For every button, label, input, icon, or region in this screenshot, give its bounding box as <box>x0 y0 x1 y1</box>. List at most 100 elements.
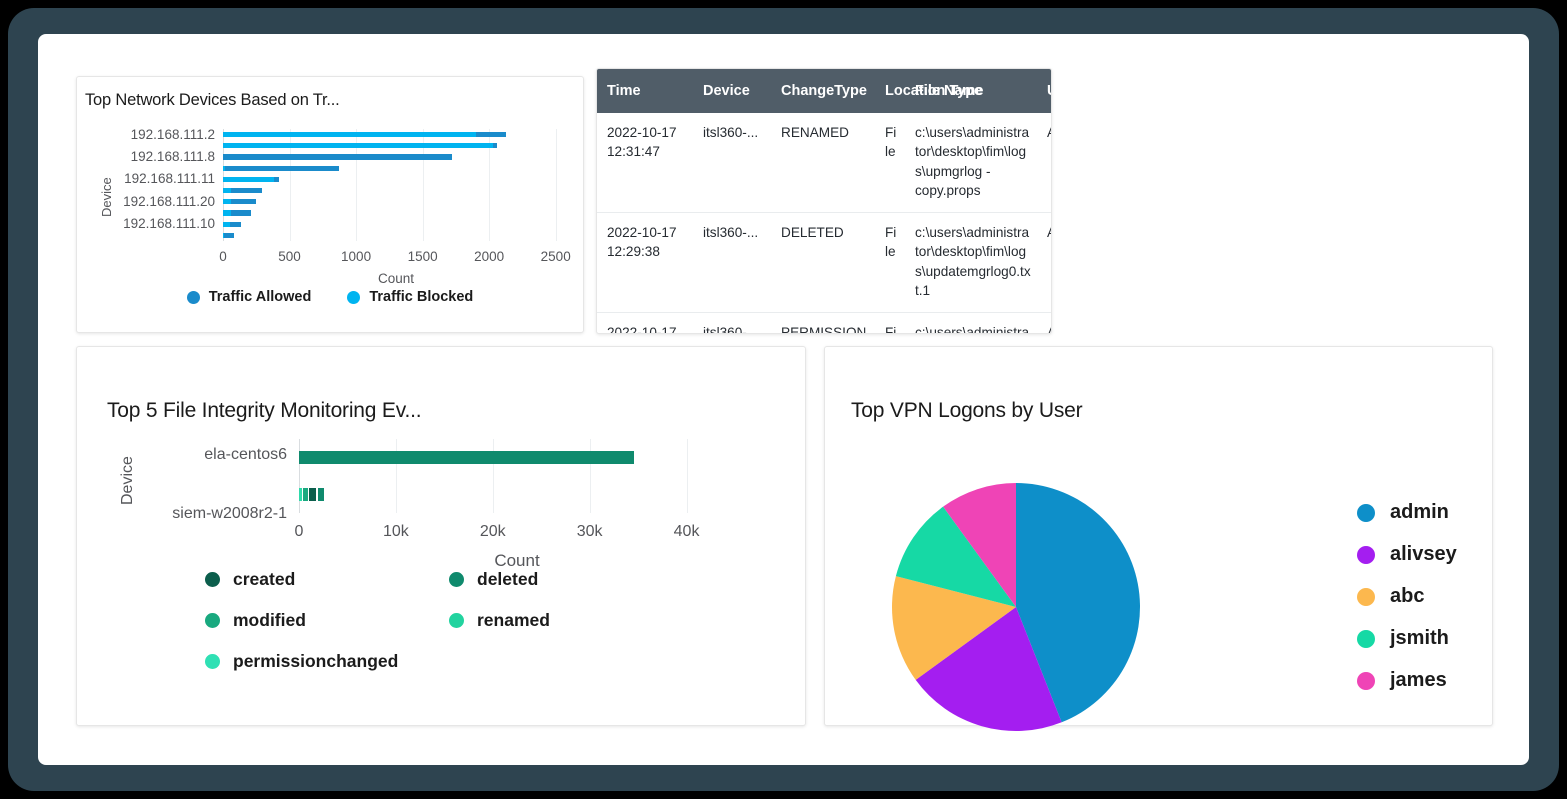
legend-item[interactable]: renamed <box>449 610 550 631</box>
pie-slice-james[interactable] <box>943 483 1016 607</box>
panel-top-vpn-logons: Top VPN Logons by User admin alivsey abc js… <box>824 346 1493 731</box>
cell-location-type: File <box>875 113 905 214</box>
bar-segment-created[interactable] <box>309 488 317 501</box>
table-row[interactable]: 2022-10-17 12:29:27itsl360-...PERMISSION… <box>597 312 1051 333</box>
bar-segment-deleted[interactable] <box>317 488 324 501</box>
x-tick-label: 500 <box>278 249 301 264</box>
bar-traffic-blocked[interactable] <box>223 210 231 216</box>
bar-segment-modified[interactable] <box>299 451 635 464</box>
y-tick-label-device: 192.168.111.2 <box>130 126 215 142</box>
panel-title-fim: Top 5 File Integrity Monitoring Ev... <box>107 399 422 422</box>
bar-segment-modified[interactable] <box>303 488 308 501</box>
column-header-device[interactable]: Device <box>693 69 771 113</box>
network-bar-chart: 192.168.111.2 192.168.111.8 192.168.111.11… <box>77 77 583 332</box>
column-header-changetype[interactable]: ChangeType <box>771 69 875 113</box>
vpn-chart-legend: admin alivsey abc jsmith james <box>1357 501 1457 711</box>
legend-item[interactable]: modified <box>205 610 306 631</box>
legend-swatch-icon <box>205 572 220 587</box>
panel-file-change-log-table: Time Device ChangeType Location Type Fil… <box>596 68 1052 334</box>
legend-swatch-icon <box>186 290 200 304</box>
x-tick-label: 2000 <box>474 249 505 264</box>
legend-item[interactable]: james <box>1357 669 1457 692</box>
legend-swatch-icon <box>205 654 220 669</box>
legend-item[interactable]: admin <box>1357 501 1457 524</box>
cell-file-name: c:\users\administrator\desktop\fim\logs\… <box>905 113 1037 214</box>
cell-time: 2022-10-17 12:29:38 <box>597 212 693 314</box>
bar-traffic-allowed[interactable] <box>223 154 452 160</box>
legend-item[interactable]: deleted <box>449 569 538 590</box>
bar-traffic-blocked[interactable] <box>223 176 274 182</box>
y-tick-label-device: 192.168.111.10 <box>123 216 215 232</box>
y-tick-label-device: 192.168.111.11 <box>124 171 215 187</box>
x-axis-title: Count <box>494 551 540 570</box>
bar-traffic-blocked[interactable] <box>223 132 476 138</box>
pie-slice-abc[interactable] <box>892 576 1016 680</box>
pie-slice-admin[interactable] <box>1016 483 1140 723</box>
bar-traffic-allowed[interactable] <box>230 210 251 216</box>
y-tick-label-device: siem-w2008r2-1 <box>172 505 287 522</box>
legend-label: admin <box>1390 501 1449 523</box>
legend-swatch-icon <box>1357 629 1375 648</box>
table-header-row: Time Device ChangeType Location Type Fil… <box>597 69 1051 113</box>
column-header-location-type[interactable]: Location Type <box>875 69 982 113</box>
cell-changetype: DELETED <box>771 212 875 314</box>
bar-traffic-allowed[interactable] <box>230 221 241 227</box>
x-tick-label: 1500 <box>407 249 438 264</box>
cell-time: 2022-10-17 12:29:27 <box>597 312 693 333</box>
legend-label: jsmith <box>1390 627 1449 649</box>
y-tick-label-device: 192.168.111.8 <box>130 149 215 164</box>
x-tick-label: 2500 <box>540 249 571 264</box>
table-row[interactable]: 2022-10-17 12:29:38 itsl360-... DELETED Fil… <box>597 212 1051 314</box>
legend-item[interactable]: alivsey <box>1357 543 1457 566</box>
x-tick-label: 0 <box>219 249 227 264</box>
x-tick-label: 40k <box>673 523 700 540</box>
legend-swatch-icon <box>1357 545 1375 564</box>
x-gridline <box>395 439 397 513</box>
legend-item[interactable]: Traffic Allowed <box>186 289 312 305</box>
legend-item[interactable]: abc <box>1357 585 1457 608</box>
bar-traffic-blocked[interactable] <box>223 188 231 194</box>
x-tick-label: 20k <box>479 523 506 540</box>
bar-traffic-allowed[interactable] <box>224 232 234 238</box>
column-header-file-name[interactable]: File Name <box>905 69 1037 113</box>
bar-traffic-allowed[interactable] <box>273 176 279 182</box>
column-header-time[interactable]: Time <box>597 69 693 113</box>
bar-traffic-blocked[interactable] <box>223 143 494 149</box>
x-tick-label: 30k <box>576 523 603 540</box>
legend-label: abc <box>1390 585 1425 607</box>
bar-traffic-allowed[interactable] <box>230 199 257 205</box>
bar-traffic-allowed[interactable] <box>230 188 262 194</box>
bar-traffic-allowed[interactable] <box>493 143 498 149</box>
legend-swatch-icon <box>449 613 464 628</box>
x-gridline <box>492 439 494 513</box>
pie-slice-alivsey[interactable] <box>915 607 1062 731</box>
legend-label: modified <box>233 610 306 630</box>
legend-label: Traffic Allowed <box>208 289 312 305</box>
cell-file-name: c:\users\administrator\desktop\fim\logs\… <box>905 212 1037 314</box>
legend-item[interactable]: Traffic Blocked <box>347 289 473 305</box>
legend-swatch-icon <box>347 290 361 304</box>
bar-traffic-allowed[interactable] <box>224 165 339 171</box>
bar-segment-permissionchanged[interactable] <box>299 488 302 501</box>
x-gridline <box>356 129 358 241</box>
bar-traffic-blocked[interactable] <box>223 199 231 205</box>
legend-swatch-icon <box>205 613 220 628</box>
cell-changetype: RENAMED <box>771 113 875 214</box>
bar-traffic-blocked[interactable] <box>223 165 225 171</box>
bar-traffic-allowed[interactable] <box>475 132 507 138</box>
table-row[interactable]: 2022-10-17 12:31:47 itsl360-... RENAMED Fil… <box>597 113 1051 214</box>
x-gridline <box>589 439 591 513</box>
legend-label: deleted <box>477 569 539 589</box>
x-axis-title: Count <box>377 271 415 286</box>
log-table-header: Time Device ChangeType Location Type Fil… <box>597 69 1051 113</box>
bar-traffic-blocked[interactable] <box>223 232 225 238</box>
bar-traffic-blocked[interactable] <box>223 221 231 227</box>
y-tick-label-device: ela-centos6 <box>204 446 287 463</box>
legend-item[interactable]: created <box>205 569 295 590</box>
pie-slice-jsmith[interactable] <box>895 506 1016 607</box>
column-header-username[interactable]: Username <box>1037 69 1051 113</box>
legend-item[interactable]: jsmith <box>1357 627 1457 650</box>
legend-item[interactable]: permissionchanged <box>205 651 398 672</box>
vpn-pie-chart: admin alivsey abc jsmith james <box>825 347 1492 731</box>
legend-label: created <box>233 569 296 589</box>
